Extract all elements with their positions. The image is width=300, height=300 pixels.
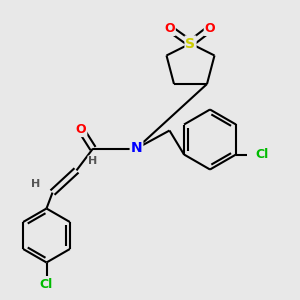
Text: S: S — [185, 37, 196, 50]
Text: O: O — [205, 22, 215, 35]
Text: H: H — [32, 178, 40, 189]
Text: O: O — [76, 123, 86, 136]
Text: Cl: Cl — [256, 148, 269, 161]
Text: H: H — [88, 156, 98, 167]
Text: O: O — [164, 22, 175, 35]
Text: N: N — [131, 142, 142, 155]
Text: Cl: Cl — [40, 278, 53, 291]
